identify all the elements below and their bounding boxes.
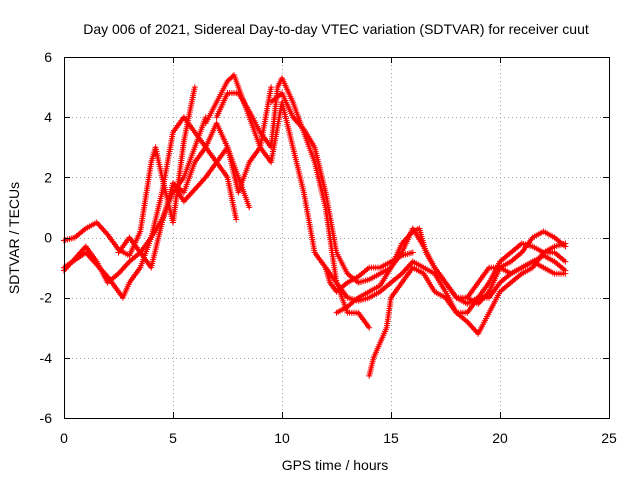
series-markers: [333, 225, 569, 316]
series-markers: [115, 84, 275, 271]
series-track-9: [322, 240, 569, 337]
series-markers: [170, 120, 253, 211]
grid-layer: [64, 57, 609, 418]
y-tick-label: -2: [40, 290, 53, 306]
x-tick-label: 25: [601, 430, 617, 446]
series-markers: [464, 252, 569, 301]
y-tick-label: 4: [44, 109, 52, 125]
series-track-12: [464, 252, 569, 301]
series-track-1: [61, 84, 198, 259]
y-tick-label: 0: [44, 230, 52, 246]
y-tick-label: 2: [44, 169, 52, 185]
series-line: [63, 116, 207, 284]
series-track-5: [170, 120, 253, 211]
x-tick-label: 10: [274, 430, 290, 446]
series-track-11: [333, 225, 569, 316]
y-tick-label: -6: [40, 410, 53, 426]
x-tick-label: 0: [60, 430, 68, 446]
x-tick-label: 20: [492, 430, 508, 446]
series-track-6: [202, 72, 416, 295]
series-layer: [61, 72, 569, 379]
series-markers: [366, 240, 569, 379]
series-markers: [61, 84, 198, 259]
series-line: [63, 115, 238, 299]
chart-title: Day 006 of 2021, Sidereal Day-to-day VTE…: [83, 21, 589, 37]
series-markers: [202, 72, 416, 295]
x-tick-label: 15: [383, 430, 399, 446]
tick-layer: 0 5 10 15 20 25 -6 -4 -2 0 2 4 6: [40, 49, 617, 446]
y-tick-label: 6: [44, 49, 52, 65]
y-tick-label: -4: [40, 350, 53, 366]
y-axis-label: SDTVAR / TECUs: [6, 182, 22, 294]
series-markers: [61, 114, 240, 301]
series-track-3: [61, 114, 240, 301]
series-markers: [322, 240, 569, 337]
series-track-4: [115, 84, 275, 271]
x-tick-label: 5: [169, 430, 177, 446]
x-axis-label: GPS time / hours: [282, 457, 389, 473]
